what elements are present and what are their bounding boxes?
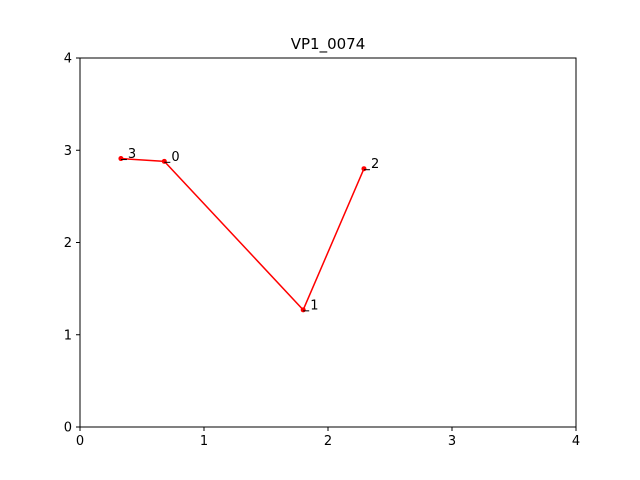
series-line: [120, 157, 365, 312]
chart-title: VP1_0074: [291, 35, 366, 54]
point-label: 1: [310, 298, 318, 313]
x-tick-label: 3: [448, 434, 456, 449]
y-axis: 0 1 2 3 4: [64, 52, 72, 436]
y-tick-label: 1: [64, 328, 72, 343]
point-label: 3: [128, 147, 136, 162]
y-tick-label: 2: [64, 236, 72, 251]
data-point: [300, 307, 306, 313]
x-tick-label: 2: [324, 434, 332, 449]
plot-area: [76, 57, 577, 431]
data-point: [161, 158, 167, 164]
point-label: 0: [171, 150, 179, 165]
x-tick-label: 0: [76, 434, 84, 449]
x-axis: 0 1 2 3 4: [76, 434, 580, 449]
series-layer: 0 1 2 3: [118, 147, 379, 313]
y-tick-label: 0: [64, 421, 72, 436]
point-label: 2: [371, 157, 379, 172]
y-tick-label: 3: [64, 144, 72, 159]
data-point: [361, 166, 367, 172]
data-point: [118, 156, 124, 162]
x-tick-label: 1: [200, 434, 208, 449]
x-tick-label: 4: [572, 434, 580, 449]
y-tick-label: 4: [64, 52, 72, 67]
